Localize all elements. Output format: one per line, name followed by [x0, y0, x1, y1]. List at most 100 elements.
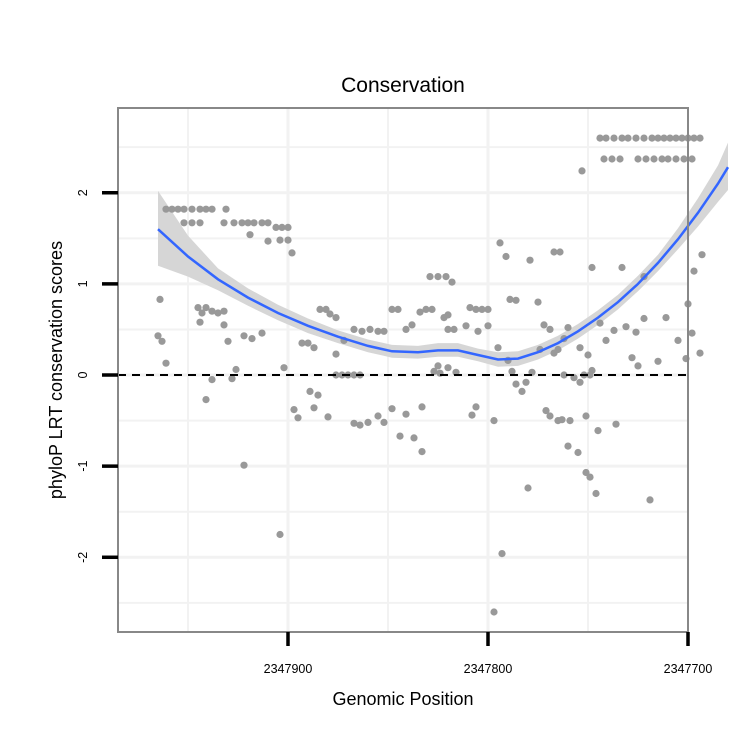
- data-point: [314, 391, 322, 399]
- data-point: [696, 134, 704, 142]
- data-point: [240, 461, 248, 469]
- data-point: [678, 134, 686, 142]
- data-point: [418, 403, 426, 411]
- data-point: [550, 248, 558, 256]
- data-point: [690, 267, 698, 275]
- data-point: [468, 411, 476, 419]
- data-point: [284, 223, 292, 231]
- data-point: [594, 427, 602, 435]
- data-point: [208, 307, 216, 315]
- data-point: [290, 406, 298, 414]
- data-point: [156, 295, 164, 303]
- data-point: [288, 249, 296, 257]
- data-point: [688, 155, 696, 163]
- data-point: [542, 407, 550, 415]
- data-point: [608, 155, 616, 163]
- data-point: [310, 404, 318, 412]
- data-point: [416, 308, 424, 316]
- data-point: [616, 155, 624, 163]
- data-point: [272, 223, 280, 231]
- data-point: [196, 205, 204, 213]
- y-tick-label: 1: [76, 280, 90, 287]
- chart-title: Conservation: [341, 74, 465, 97]
- data-point: [674, 336, 682, 344]
- data-point: [180, 219, 188, 227]
- data-point: [566, 417, 574, 425]
- data-point: [162, 359, 170, 367]
- y-tick-label: 2: [76, 189, 90, 196]
- data-point: [248, 335, 256, 343]
- data-point: [162, 205, 170, 213]
- data-point: [230, 219, 238, 227]
- smooth-line: [157, 166, 730, 361]
- data-point: [214, 309, 222, 317]
- data-point: [244, 219, 252, 227]
- data-point: [534, 298, 542, 306]
- data-point: [592, 489, 600, 498]
- data-point: [602, 134, 610, 142]
- data-point: [588, 263, 596, 272]
- data-point: [264, 219, 272, 227]
- data-point: [526, 256, 534, 264]
- data-point: [576, 344, 584, 352]
- data-point: [196, 219, 204, 227]
- data-point: [462, 322, 470, 330]
- data-point: [434, 273, 442, 281]
- data-point: [298, 339, 306, 347]
- data-point: [380, 327, 388, 335]
- data-point: [632, 328, 640, 336]
- data-point: [654, 357, 662, 365]
- data-point: [564, 442, 572, 450]
- data-point: [696, 349, 704, 357]
- data-point: [158, 337, 166, 345]
- data-point: [648, 134, 656, 142]
- data-point: [484, 305, 492, 313]
- data-point: [294, 414, 302, 422]
- data-point: [284, 236, 292, 244]
- data-point: [596, 319, 604, 327]
- data-point: [522, 378, 530, 386]
- grid-lines: [118, 108, 688, 632]
- y-tick-label: -1: [76, 460, 90, 471]
- data-point: [646, 496, 654, 504]
- data-point: [578, 167, 586, 175]
- data-point: [442, 273, 450, 281]
- data-point: [496, 239, 504, 247]
- data-point: [250, 219, 258, 227]
- data-point: [640, 314, 648, 323]
- data-point: [502, 252, 510, 261]
- data-point: [402, 325, 410, 333]
- data-point: [618, 263, 626, 272]
- data-point: [662, 314, 670, 322]
- data-point: [512, 296, 520, 304]
- data-point: [628, 354, 636, 362]
- data-point: [396, 432, 404, 440]
- data-point: [388, 405, 396, 413]
- data-point: [246, 231, 254, 239]
- data-point: [632, 134, 640, 142]
- data-point: [654, 134, 662, 142]
- data-point: [478, 305, 486, 313]
- data-point: [408, 321, 416, 329]
- data-point: [374, 327, 382, 335]
- data-point: [430, 367, 438, 375]
- data-point: [560, 371, 568, 379]
- data-point: [584, 351, 592, 359]
- plot-panel: [117, 107, 730, 633]
- data-point: [220, 219, 228, 227]
- data-point: [498, 550, 506, 558]
- data-point: [512, 380, 520, 388]
- data-point: [276, 530, 284, 539]
- data-point: [660, 134, 668, 142]
- data-point: [306, 387, 314, 395]
- data-point: [188, 219, 196, 227]
- x-tick-label: 2347800: [464, 662, 513, 676]
- data-point: [188, 205, 196, 213]
- data-point: [304, 339, 312, 347]
- data-point: [466, 304, 474, 312]
- x-axis: 2347900 2347800 2347700: [264, 632, 712, 676]
- data-point: [278, 223, 286, 231]
- data-point: [508, 367, 516, 375]
- data-point: [350, 371, 358, 379]
- data-point: [688, 329, 696, 337]
